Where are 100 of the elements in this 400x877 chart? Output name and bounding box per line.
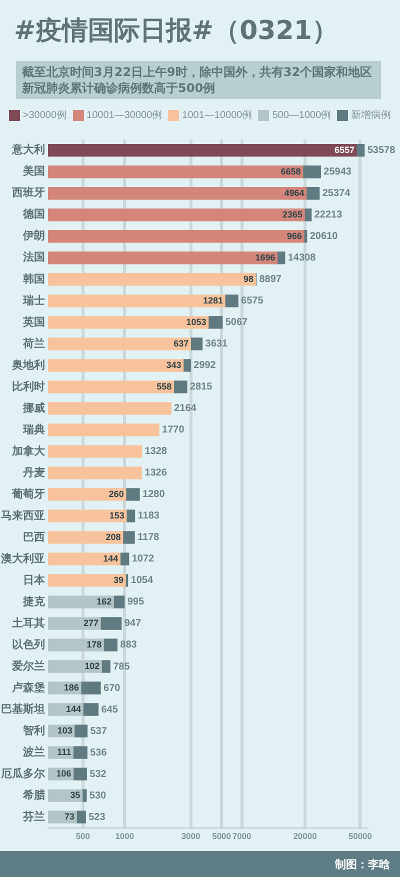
- y-tick-label: 荷兰: [22, 336, 45, 350]
- total-label: 1054: [130, 575, 154, 586]
- data-label: 103: [57, 726, 72, 736]
- total-label: 2992: [194, 360, 216, 372]
- y-tick-label: 英国: [22, 315, 45, 328]
- total-label: 5067: [225, 317, 248, 328]
- y-tick-label: 捷克: [22, 594, 46, 608]
- data-label: 277: [84, 618, 99, 628]
- y-tick-label: 挪威: [22, 401, 45, 414]
- x-tick-label: 5000: [212, 831, 232, 842]
- total-label: 645: [101, 704, 118, 716]
- legend-label: 新增病例: [351, 108, 392, 122]
- y-tick-label: 巴西: [23, 530, 45, 544]
- total-label: 537: [90, 726, 108, 737]
- y-tick-label: 德国: [22, 208, 45, 221]
- total-label: 20610: [310, 231, 338, 242]
- y-tick-label: 巴基斯坦: [1, 702, 45, 716]
- data-label: 260: [108, 488, 124, 499]
- x-tick-label: 50000: [348, 831, 372, 842]
- data-label: 637: [174, 338, 189, 348]
- y-tick-label: 马来西亚: [1, 508, 45, 522]
- total-label: 1770: [162, 424, 185, 436]
- y-tick-label: 奥地利: [11, 358, 45, 372]
- data-label: 186: [64, 682, 79, 692]
- data-label: 6557: [334, 144, 354, 155]
- text: 制图：李晗: [335, 857, 390, 872]
- total-label: 1178: [138, 532, 160, 544]
- data-label: 144: [103, 553, 118, 564]
- y-tick-label: 卢森堡: [11, 680, 45, 694]
- total-label: 2164: [174, 403, 197, 414]
- y-tick-label: 波兰: [22, 745, 45, 758]
- data-label: 2365: [282, 209, 303, 220]
- y-tick-label: 韩国: [22, 272, 45, 286]
- y-tick-label: 以色列: [12, 638, 45, 651]
- data-label: 208: [106, 532, 121, 542]
- y-tick-label: 意大利: [11, 143, 45, 156]
- data-label: 39: [114, 574, 124, 585]
- y-tick-label: 加拿大: [11, 444, 46, 458]
- data-label: 102: [84, 660, 100, 671]
- data-label: 558: [156, 381, 172, 392]
- total-label: 8897: [259, 274, 282, 286]
- y-tick-label: 瑞典: [22, 422, 45, 436]
- total-label: 785: [113, 661, 130, 672]
- data-label: 6658: [280, 166, 301, 176]
- total-label: 1183: [138, 510, 160, 522]
- total-label: 947: [124, 618, 142, 630]
- y-tick-label: 澳大利亚: [0, 552, 45, 565]
- y-tick-label: 日本: [23, 573, 46, 586]
- total-label: 25943: [324, 166, 352, 178]
- total-label: 523: [88, 812, 106, 823]
- total-label: 3631: [205, 338, 228, 350]
- total-label: 1326: [144, 468, 168, 479]
- y-tick-label: 伊朗: [22, 229, 45, 242]
- total-label: 883: [120, 640, 138, 651]
- x-tick-label: 20000: [293, 831, 318, 842]
- data-label: 1696: [255, 252, 276, 262]
- data-label: 35: [70, 790, 80, 800]
- y-tick-label: 瑞士: [22, 294, 45, 307]
- data-label: 966: [286, 230, 302, 241]
- total-label: 14308: [288, 252, 316, 264]
- data-label: 153: [109, 510, 124, 520]
- legend-label: 500—1000例: [272, 109, 332, 122]
- total-label: 670: [104, 682, 121, 694]
- y-tick-label: 丹麦: [22, 466, 45, 479]
- data-label: 162: [96, 596, 112, 606]
- total-label: 536: [90, 747, 108, 758]
- data-label: 144: [66, 704, 82, 714]
- chart-title: #疫情国际日报#（0321）: [14, 15, 339, 48]
- x-tick-label: 1000: [115, 831, 134, 842]
- data-label: 1053: [186, 316, 206, 327]
- data-label: 4964: [284, 188, 304, 198]
- data-label: 1281: [202, 295, 223, 306]
- legend-label: 1001—10000例: [182, 109, 252, 122]
- total-label: 53578: [367, 145, 396, 156]
- data-label: 98: [244, 274, 254, 284]
- total-label: 530: [89, 790, 107, 802]
- data-label: 111: [57, 747, 72, 758]
- total-label: 995: [127, 596, 144, 608]
- y-tick-label: 比利时: [12, 380, 45, 393]
- total-label: 22213: [314, 210, 343, 221]
- data-label: 343: [166, 360, 182, 370]
- y-tick-label: 葡萄牙: [11, 487, 45, 500]
- x-tick-label: 3000: [181, 831, 201, 842]
- y-tick-label: 法国: [22, 250, 45, 264]
- total-label: 532: [90, 768, 107, 780]
- total-label: 6575: [241, 296, 264, 307]
- y-tick-label: 西班牙: [11, 186, 45, 200]
- data-label: 178: [86, 639, 102, 650]
- y-tick-label: 厄瓜多尔: [0, 766, 46, 780]
- y-tick-label: 芬兰: [22, 810, 45, 823]
- legend-label: 10001—30000例: [86, 109, 162, 122]
- data-label: 73: [64, 812, 75, 822]
- x-tick-label: 500: [76, 831, 90, 842]
- total-label: 1328: [144, 446, 168, 458]
- total-label: 25374: [322, 188, 351, 200]
- total-label: 2815: [190, 382, 213, 393]
- y-tick-label: 希腊: [22, 788, 45, 802]
- x-tick-label: 7000: [232, 831, 252, 842]
- total-label: 1280: [142, 489, 166, 500]
- y-tick-label: 爱尔兰: [11, 659, 45, 672]
